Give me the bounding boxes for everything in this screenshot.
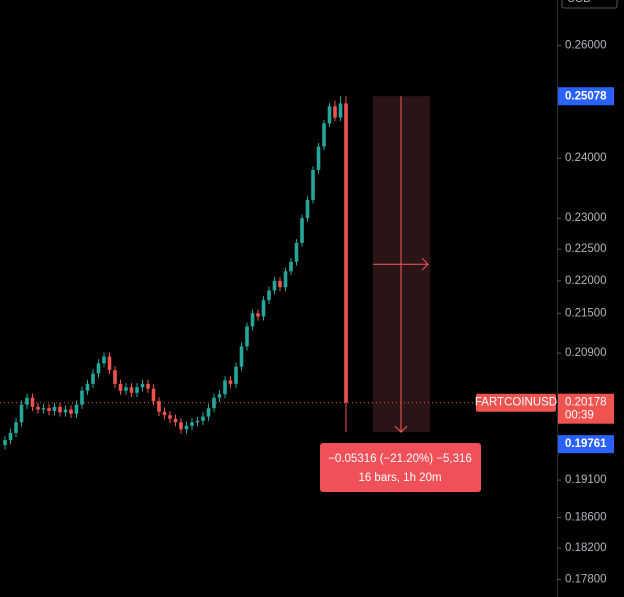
measure-label-box [320,443,481,492]
last-price-tag [558,393,614,424]
candle-body [102,356,106,364]
candle-body [146,383,150,389]
y-tick-label: 0.23000 [565,212,607,224]
candle-body [256,313,260,317]
currency-box [561,0,618,9]
candle-body [294,242,299,262]
candle-body [190,422,194,426]
symbol-label: FARTCOINUSD [475,397,557,409]
candle-body [91,373,95,384]
candle-body [261,300,266,317]
measure-span: 16 bars, 1h 20m [358,472,441,484]
candle-body [118,383,123,391]
y-tick-label: 0.17800 [565,573,607,585]
candle-body [245,326,249,347]
candle-body [201,416,205,421]
countdown: 00:39 [565,410,594,422]
candle-body [8,432,13,441]
candle-body [69,409,73,414]
measure-to-tag [558,435,614,454]
candle-body [151,388,156,402]
candle-body [289,261,293,272]
measure-from-label: 0.25078 [565,90,607,102]
y-tick-label: 0.22500 [565,243,607,255]
candle-body [162,411,167,416]
candle-body [129,387,134,393]
candle-body [305,199,310,219]
candle-body [338,103,343,118]
y-tick-label: 0.26000 [565,39,607,51]
candle-body [25,397,29,405]
candle-body [135,387,139,393]
candle-body [14,422,18,433]
candle-body [107,356,112,371]
last-price-label: 0.20178 [565,397,607,409]
y-tick-label: 0.22000 [565,275,607,287]
candle-body [179,422,183,430]
candle-body [30,397,35,407]
y-tick-label: 0.19100 [565,474,607,486]
candle-body [322,123,326,147]
candle-body [228,380,233,384]
candle-body [80,390,84,405]
candle-body [19,404,24,423]
measure-to-label: 0.19761 [565,438,607,450]
y-tick-label: 0.18600 [565,512,607,524]
candle-body [168,415,172,419]
candle-body [113,370,117,384]
candle-body [311,169,315,200]
candle-body [206,408,211,417]
candle-body [58,406,62,413]
candle-body [63,409,68,413]
candle-body [217,394,222,398]
symbol-tag [476,393,556,412]
candle-body [344,103,348,403]
y-tick-label: 0.18200 [565,542,607,554]
measure-arrowhead-h [421,257,429,271]
candle-body [96,363,101,374]
candle-body [283,271,288,288]
y-tick-label: 0.24000 [565,152,607,164]
candle-body [327,106,332,124]
y-tick-label: 0.20900 [565,347,607,359]
measure-arrowhead [394,425,408,433]
candle-body [52,406,57,411]
candle-body [85,383,90,391]
candle-body [195,420,200,423]
candle-body [47,408,51,411]
candle-body [124,387,128,391]
candle-body [333,106,337,118]
candle-body [300,218,304,243]
measure-from-tag [558,87,614,106]
candle-body [3,440,7,446]
candle-body [173,418,178,423]
candle-body [184,425,189,430]
candle-body [234,366,238,384]
candle-body [140,383,145,388]
currency: USD [567,0,591,5]
y-tick-label: 0.21500 [565,307,607,319]
candle-body [239,346,244,367]
candle-body [36,406,40,410]
candle-body [272,280,277,291]
candle-body [212,397,216,409]
candle-body [316,146,321,170]
candle-body [250,313,255,327]
candle-body [267,290,271,301]
candle-body [278,280,282,288]
candle-body [41,408,46,410]
candle-body [157,401,161,412]
candle-body [74,404,79,414]
measure-change: −0.05316 (−21.20%) −5,316 [328,453,472,465]
candle-body [223,380,227,395]
